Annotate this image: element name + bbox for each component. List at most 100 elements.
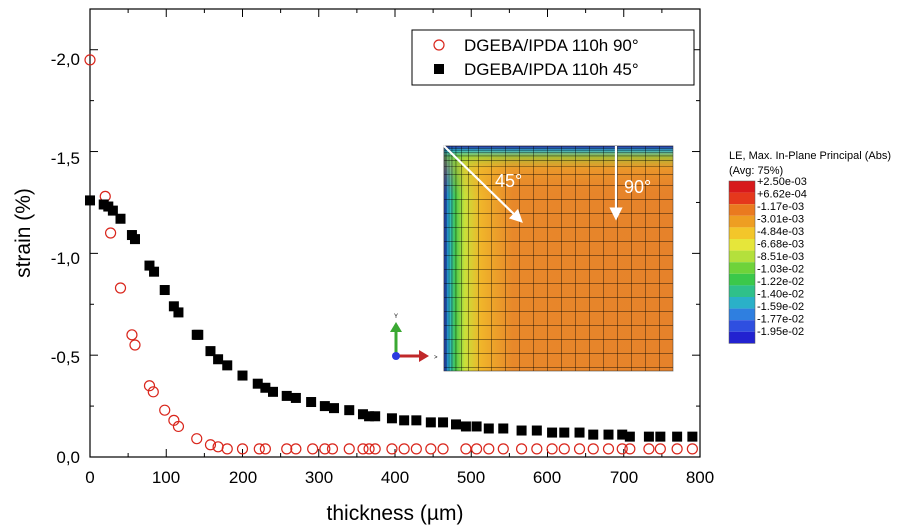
y-tick-labels: 0,0 -0,5 -1,0 -1,5 -2,0 xyxy=(51,50,80,467)
x-tick-label: 800 xyxy=(686,468,714,487)
data-point-90 xyxy=(386,443,398,455)
data-point-90 xyxy=(259,443,271,455)
y-tick-label: 0,0 xyxy=(56,448,80,467)
data-point-45 xyxy=(144,260,155,271)
colorbar-label: -1.17e-03 xyxy=(757,201,804,213)
colorbar-label: +2.50e-03 xyxy=(757,176,807,188)
data-point-90 xyxy=(326,443,339,455)
colorbar-label: -1.40e-02 xyxy=(757,288,804,300)
coordinate-triad: Y > xyxy=(390,314,438,362)
data-point-90 xyxy=(281,443,293,455)
data-point-90 xyxy=(191,433,203,445)
data-point-45 xyxy=(370,411,381,422)
data-point-90 xyxy=(221,443,233,455)
data-point-45 xyxy=(107,205,118,216)
colorbar-block xyxy=(729,239,755,251)
data-point-45 xyxy=(438,417,449,428)
data-point-90 xyxy=(343,443,355,455)
data-point-90 xyxy=(624,443,636,455)
colorbar-label: -3.01e-03 xyxy=(757,213,804,225)
colorbar-label: -1.59e-02 xyxy=(757,301,804,313)
data-point-90 xyxy=(236,443,249,455)
angle-90-label: 90° xyxy=(624,177,651,197)
data-point-45 xyxy=(173,307,184,318)
y-tick-label: -1,0 xyxy=(51,249,80,268)
data-point-45 xyxy=(159,285,170,296)
data-point-90 xyxy=(114,282,127,294)
data-point-45 xyxy=(290,392,301,403)
colorbar-block xyxy=(729,250,755,263)
data-point-90 xyxy=(654,443,666,455)
mesh-grid xyxy=(443,145,674,372)
colorbar-label: -1.77e-02 xyxy=(757,313,804,325)
data-point-45 xyxy=(516,425,527,436)
data-point-45 xyxy=(386,413,397,424)
colorbar-label: -1.95e-02 xyxy=(757,326,804,338)
triad-origin xyxy=(392,352,400,360)
data-point-90 xyxy=(307,443,319,455)
data-point-90 xyxy=(602,443,615,455)
data-point-45 xyxy=(268,386,278,397)
data-point-90 xyxy=(357,443,369,455)
colorbar-block xyxy=(729,204,755,216)
colorbar-outline xyxy=(728,180,756,344)
colorbar-block xyxy=(729,181,755,193)
mesh-border xyxy=(443,145,674,372)
data-point-90 xyxy=(369,443,381,455)
data-point-90 xyxy=(515,443,528,455)
x-tick-label: 400 xyxy=(381,468,409,487)
data-point-45 xyxy=(237,370,248,381)
series-45deg xyxy=(85,195,698,442)
data-point-90 xyxy=(437,443,449,455)
x-tick-label: 600 xyxy=(533,468,561,487)
data-point-45 xyxy=(168,301,179,312)
data-point-90 xyxy=(159,404,171,416)
x-tick-label: 500 xyxy=(457,468,485,487)
data-point-45 xyxy=(115,213,126,224)
colorbar-block xyxy=(729,297,755,309)
triad-y-arrow-icon xyxy=(390,322,402,332)
data-point-45 xyxy=(655,431,666,442)
colorbar-block xyxy=(729,285,755,297)
data-point-45 xyxy=(643,431,654,442)
y-tick-label: -1,5 xyxy=(51,149,80,168)
legend-label-90: DGEBA/IPDA 110h 90° xyxy=(464,36,639,55)
colorbar-block xyxy=(729,192,755,205)
x-tick-label: 200 xyxy=(229,468,257,487)
data-point-45 xyxy=(451,419,461,430)
data-point-45 xyxy=(624,431,635,442)
data-point-45 xyxy=(531,425,542,436)
data-point-45 xyxy=(149,266,160,277)
data-point-45 xyxy=(498,423,509,434)
x-tick-label: 700 xyxy=(610,468,638,487)
data-point-90 xyxy=(104,227,117,239)
data-point-45 xyxy=(319,401,330,412)
data-point-45 xyxy=(687,431,698,442)
data-point-90 xyxy=(425,443,437,455)
data-point-90 xyxy=(643,443,655,455)
colorbar-block xyxy=(729,331,755,344)
data-point-45 xyxy=(344,405,355,416)
data-point-45 xyxy=(547,427,558,438)
colorbar-block xyxy=(729,320,755,332)
data-point-90 xyxy=(147,386,159,398)
data-point-90 xyxy=(470,443,483,455)
colorbar-label: -1.03e-02 xyxy=(757,263,804,275)
data-point-45 xyxy=(483,423,494,434)
data-point-90 xyxy=(546,443,558,455)
data-point-90 xyxy=(253,443,265,455)
legend-marker-circle xyxy=(433,39,445,51)
data-point-45 xyxy=(252,378,263,389)
fe-mesh-inset: 45° 90° xyxy=(443,145,674,372)
data-point-45 xyxy=(213,354,224,365)
colorbar-label: -4.84e-03 xyxy=(757,226,804,238)
data-point-45 xyxy=(672,431,683,442)
data-point-90 xyxy=(558,443,570,455)
data-point-90 xyxy=(398,443,410,455)
data-point-45 xyxy=(471,421,482,432)
colorbar-labels: +2.50e-03+6.62e-04-1.17e-03-3.01e-03-4.8… xyxy=(757,176,807,338)
data-point-45 xyxy=(460,421,471,432)
data-point-45 xyxy=(399,415,410,426)
triad-x-arrow-icon xyxy=(419,350,429,362)
